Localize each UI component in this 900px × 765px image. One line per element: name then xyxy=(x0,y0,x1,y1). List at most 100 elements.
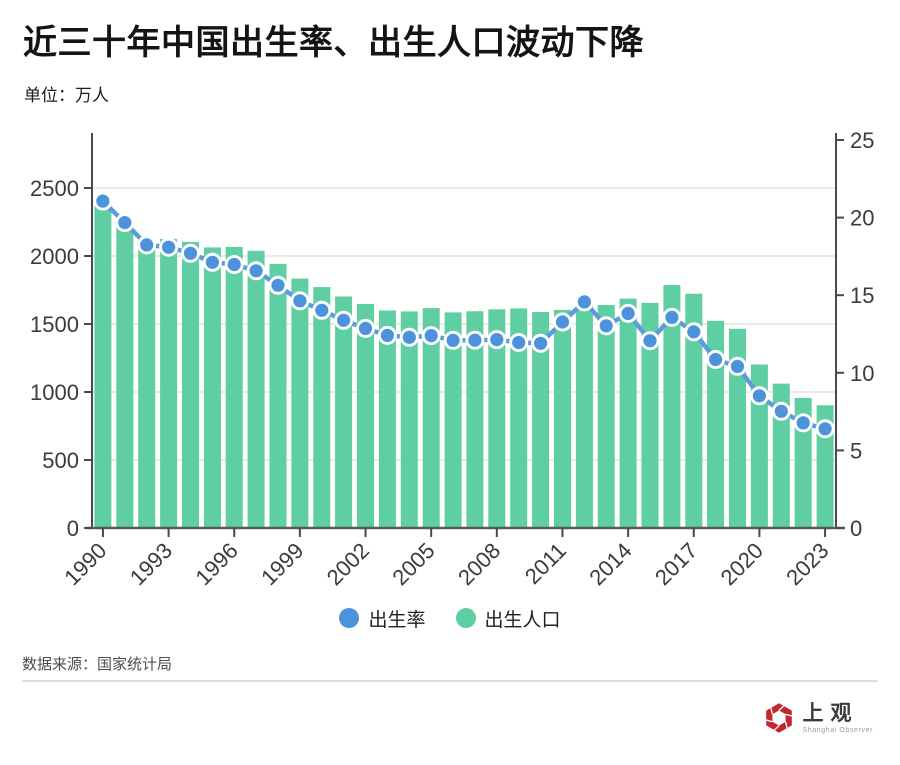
point-1993 xyxy=(162,240,176,254)
bar-2009 xyxy=(510,308,528,528)
right-tick-label-0: 0 xyxy=(850,516,862,541)
point-1997 xyxy=(249,264,263,278)
point-2000 xyxy=(315,303,329,317)
shanghai-observer-logo: 上观 Shanghai Observer xyxy=(764,702,873,734)
legend-item-birth-rate: 出生率 xyxy=(339,605,426,632)
bar-2020 xyxy=(750,364,768,528)
bar-2014 xyxy=(619,298,637,528)
bar-2004 xyxy=(400,311,418,528)
point-2022 xyxy=(796,416,810,430)
point-2021 xyxy=(774,404,788,418)
right-tick-label-20: 20 xyxy=(850,206,874,231)
point-2010 xyxy=(534,336,548,350)
bar-2007 xyxy=(466,311,484,528)
aperture-hexagon-icon xyxy=(764,703,795,733)
bar-2019 xyxy=(729,328,746,528)
bar-2018 xyxy=(707,320,725,528)
point-1994 xyxy=(183,246,198,260)
x-tick-label-2017: 2017 xyxy=(650,538,702,590)
logo-name-en: Shanghai Observer xyxy=(802,727,873,735)
point-2009 xyxy=(512,335,526,350)
bar-2016 xyxy=(663,285,681,528)
bar-2008 xyxy=(488,309,506,528)
point-1990 xyxy=(96,194,110,208)
bar-2015 xyxy=(641,302,659,528)
left-tick-label-2500: 2500 xyxy=(30,176,79,201)
bar-1997 xyxy=(247,250,265,529)
right-tick-label-5: 5 xyxy=(850,438,862,463)
point-2001 xyxy=(337,313,351,327)
legend-label-births: 出生人口 xyxy=(484,609,561,631)
x-tick-label-2011: 2011 xyxy=(520,538,571,589)
x-tick-label-1990: 1990 xyxy=(59,538,111,590)
right-tick-label-15: 15 xyxy=(850,283,874,308)
logo-wordmark: 上观 Shanghai Observer xyxy=(802,702,873,734)
births-bar-series xyxy=(94,202,834,529)
bar-1994 xyxy=(182,241,199,528)
bar-1993 xyxy=(160,238,178,528)
point-2020 xyxy=(752,389,767,403)
x-tick-label-1993: 1993 xyxy=(125,538,177,590)
point-1999 xyxy=(293,294,307,308)
logo-name-cn: 上观 xyxy=(802,702,859,725)
point-2012 xyxy=(577,295,592,309)
data-source-note: 数据来源：国家统计局 xyxy=(22,656,173,673)
legend-label-birth-rate: 出生率 xyxy=(368,609,426,631)
birth-rate-points xyxy=(93,191,835,439)
point-2011 xyxy=(555,315,570,329)
point-2019 xyxy=(730,359,745,373)
point-2004 xyxy=(402,330,416,344)
point-1996 xyxy=(227,257,241,272)
birth-rate-line xyxy=(100,198,828,432)
bar-1998 xyxy=(269,263,287,528)
bar-2000 xyxy=(313,287,331,528)
x-tick-label-2014: 2014 xyxy=(584,538,636,590)
point-2008 xyxy=(490,333,504,347)
footer-divider xyxy=(22,680,878,682)
births-legend-marker-icon xyxy=(455,608,476,628)
point-1995 xyxy=(205,255,219,269)
left-tick-label-0: 0 xyxy=(67,516,79,541)
point-1998 xyxy=(271,278,285,292)
bar-2012 xyxy=(575,305,593,528)
point-1991 xyxy=(118,216,132,230)
bar-2001 xyxy=(335,296,353,528)
x-tick-label-2002: 2002 xyxy=(322,538,374,590)
bar-1992 xyxy=(138,239,156,529)
bar-2002 xyxy=(357,304,374,528)
x-tick-label-2005: 2005 xyxy=(387,538,439,590)
left-tick-label-1000: 1000 xyxy=(30,380,79,405)
point-2023 xyxy=(818,422,832,436)
bar-2017 xyxy=(685,293,703,528)
point-2018 xyxy=(709,352,723,367)
legend-item-births: 出生人口 xyxy=(455,605,561,632)
x-tick-label-1999: 1999 xyxy=(256,538,308,590)
left-tick-label-500: 500 xyxy=(42,448,79,473)
x-tick-label-2008: 2008 xyxy=(453,538,505,590)
bar-1990 xyxy=(94,202,112,529)
point-2007 xyxy=(468,333,482,347)
x-tick-label-1996: 1996 xyxy=(190,538,242,590)
point-1992 xyxy=(140,238,154,252)
point-2014 xyxy=(621,306,635,320)
point-2015 xyxy=(643,334,657,348)
bar-2005 xyxy=(422,308,440,528)
x-tick-label-2020: 2020 xyxy=(716,538,768,590)
bar-1996 xyxy=(225,246,243,528)
bar-2011 xyxy=(554,309,571,528)
gridlines xyxy=(92,187,836,461)
point-2006 xyxy=(446,333,460,347)
bar-2006 xyxy=(444,312,462,528)
x-tick-label-2023: 2023 xyxy=(781,538,833,590)
point-2013 xyxy=(599,319,613,333)
chart-title: 近三十年中国出生率、出生人口波动下降 xyxy=(23,24,644,62)
bar-1991 xyxy=(116,220,134,528)
bar-1995 xyxy=(203,247,221,528)
right-tick-label-25: 25 xyxy=(850,128,874,153)
right-tick-label-10: 10 xyxy=(850,361,874,386)
unit-label: 单位：万人 xyxy=(24,86,109,105)
left-tick-label-2000: 2000 xyxy=(30,244,79,269)
point-2017 xyxy=(687,325,701,339)
